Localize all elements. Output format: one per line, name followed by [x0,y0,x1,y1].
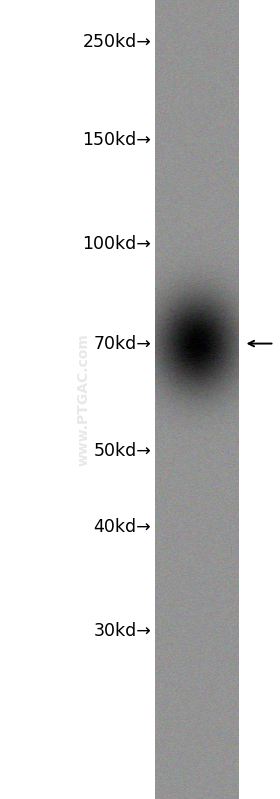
Text: 250kd→: 250kd→ [82,33,151,50]
Text: 100kd→: 100kd→ [82,235,151,252]
Text: www.PTGAC.com: www.PTGAC.com [77,333,91,466]
Text: 150kd→: 150kd→ [82,131,151,149]
Text: 50kd→: 50kd→ [94,443,151,460]
Text: 40kd→: 40kd→ [94,519,151,536]
Text: 70kd→: 70kd→ [94,335,151,352]
Text: 30kd→: 30kd→ [94,622,151,640]
